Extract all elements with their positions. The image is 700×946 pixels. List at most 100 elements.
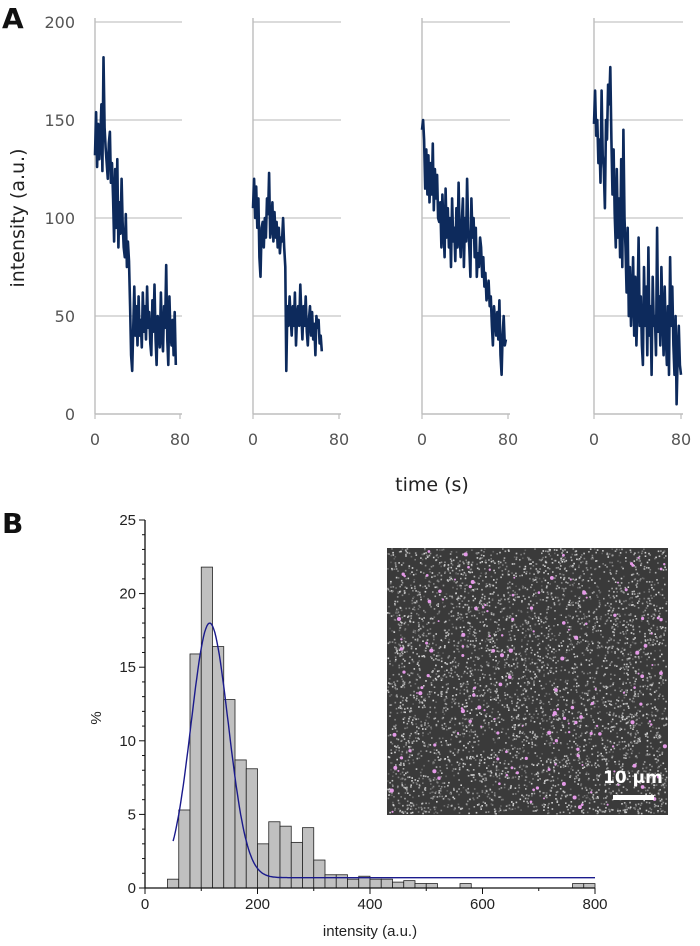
micrograph-noise-pixel: [512, 776, 514, 779]
micrograph-noise-pixel: [416, 673, 419, 676]
micrograph-noise-pixel: [659, 693, 661, 696]
micrograph-noise-pixel: [606, 795, 608, 798]
micrograph-noise-pixel: [558, 772, 560, 775]
micrograph-noise-pixel: [581, 670, 584, 673]
micrograph-noise-pixel: [430, 656, 432, 658]
micrograph-noise-pixel: [477, 582, 479, 585]
micrograph-noise-pixel: [459, 613, 462, 615]
micrograph-noise-pixel: [664, 630, 667, 632]
micrograph-noise-pixel: [554, 559, 557, 562]
micrograph-noise-pixel: [646, 750, 649, 752]
micrograph-noise-pixel: [609, 685, 612, 688]
micrograph-noise-pixel: [529, 577, 531, 580]
micrograph-noise-pixel: [447, 656, 449, 659]
fluorescent-spot: [569, 578, 572, 581]
micrograph-noise-pixel: [398, 551, 401, 553]
micrograph-noise-pixel: [656, 709, 659, 712]
micrograph-noise-pixel: [477, 669, 480, 671]
micrograph-noise-pixel: [486, 625, 488, 627]
micrograph-noise-pixel: [468, 791, 470, 794]
micrograph-noise-pixel: [538, 617, 540, 620]
micrograph-noise-pixel: [628, 598, 631, 600]
micrograph-noise-pixel: [508, 736, 510, 739]
micrograph-noise-pixel: [399, 591, 401, 593]
micrograph-noise-pixel: [470, 606, 473, 609]
micrograph-noise-pixel: [405, 742, 408, 744]
micrograph-noise-pixel: [535, 617, 537, 619]
micrograph-noise-pixel: [440, 741, 442, 743]
micrograph-noise-pixel: [514, 724, 516, 726]
micrograph-noise-pixel: [462, 724, 464, 727]
micrograph-noise-pixel: [504, 664, 506, 666]
micrograph-noise-pixel: [559, 811, 562, 814]
micrograph-noise-pixel: [458, 678, 460, 680]
micrograph-noise-pixel: [524, 688, 527, 691]
micrograph-noise-pixel: [407, 792, 409, 794]
micrograph-noise-pixel: [433, 616, 436, 619]
micrograph-noise-pixel: [580, 735, 582, 737]
micrograph-noise-pixel: [638, 625, 641, 628]
micrograph-noise-pixel: [465, 699, 467, 701]
micrograph-noise-pixel: [403, 711, 405, 713]
micrograph-noise-pixel: [416, 783, 418, 785]
micrograph-noise-pixel: [546, 779, 549, 781]
micrograph-noise-pixel: [550, 758, 552, 761]
micrograph-noise-pixel: [428, 643, 431, 645]
micrograph-noise-pixel: [526, 785, 528, 788]
micrograph-noise-pixel: [655, 636, 657, 638]
micrograph-noise-pixel: [629, 661, 631, 664]
micrograph-noise-pixel: [497, 624, 500, 626]
micrograph-noise-pixel: [465, 559, 467, 562]
micrograph-noise-pixel: [479, 775, 482, 777]
micrograph-noise-pixel: [394, 600, 396, 603]
micrograph-noise-pixel: [605, 807, 607, 809]
micrograph-noise-pixel: [433, 752, 436, 754]
micrograph-noise-pixel: [467, 562, 470, 565]
micrograph-noise-pixel: [490, 638, 492, 641]
micrograph-noise-pixel: [566, 649, 568, 651]
micrograph-noise-pixel: [617, 625, 619, 628]
micrograph-noise-pixel: [605, 705, 608, 708]
micrograph-noise-pixel: [469, 625, 472, 628]
micrograph-noise-pixel: [589, 799, 592, 801]
micrograph-noise-pixel: [404, 786, 406, 789]
micrograph-noise-pixel: [646, 602, 649, 605]
micrograph-noise-pixel: [396, 680, 399, 682]
micrograph-noise-pixel: [542, 556, 544, 559]
micrograph-noise-pixel: [610, 645, 613, 648]
micrograph-noise-pixel: [650, 703, 652, 705]
micrograph-noise-pixel: [424, 585, 427, 587]
micrograph-noise-pixel: [559, 573, 561, 575]
micrograph-noise-pixel: [468, 622, 471, 624]
micrograph-noise-pixel: [428, 554, 431, 557]
micrograph-noise-pixel: [598, 789, 600, 791]
micrograph-noise-pixel: [634, 706, 637, 709]
micrograph-noise-pixel: [387, 691, 390, 693]
micrograph-noise-pixel: [590, 789, 593, 791]
micrograph-noise-pixel: [408, 804, 411, 806]
micrograph-noise-pixel: [538, 680, 541, 682]
micrograph-noise-pixel: [640, 564, 642, 567]
panel-b-y-tick-label: 25: [119, 512, 136, 529]
micrograph-noise-pixel: [590, 707, 593, 710]
micrograph-noise-pixel: [594, 677, 596, 680]
micrograph-noise-pixel: [576, 725, 579, 728]
micrograph-noise-pixel: [458, 768, 461, 771]
micrograph-noise-pixel: [479, 780, 481, 782]
micrograph-noise-pixel: [404, 783, 407, 786]
micrograph-noise-pixel: [613, 596, 616, 599]
micrograph-noise-pixel: [611, 684, 613, 687]
micrograph-noise-pixel: [644, 551, 647, 554]
micrograph-noise-pixel: [429, 788, 432, 790]
micrograph-noise-pixel: [649, 684, 651, 686]
micrograph-noise-pixel: [612, 682, 615, 684]
micrograph-noise-pixel: [598, 605, 601, 608]
micrograph-noise-pixel: [420, 557, 422, 559]
micrograph-noise-pixel: [618, 613, 621, 615]
micrograph-noise-pixel: [505, 767, 508, 770]
fluorescent-spot: [399, 647, 404, 651]
micrograph-noise-pixel: [453, 650, 455, 653]
micrograph-noise-pixel: [425, 552, 427, 554]
micrograph-noise-pixel: [409, 681, 411, 683]
micrograph-noise-pixel: [393, 638, 396, 641]
